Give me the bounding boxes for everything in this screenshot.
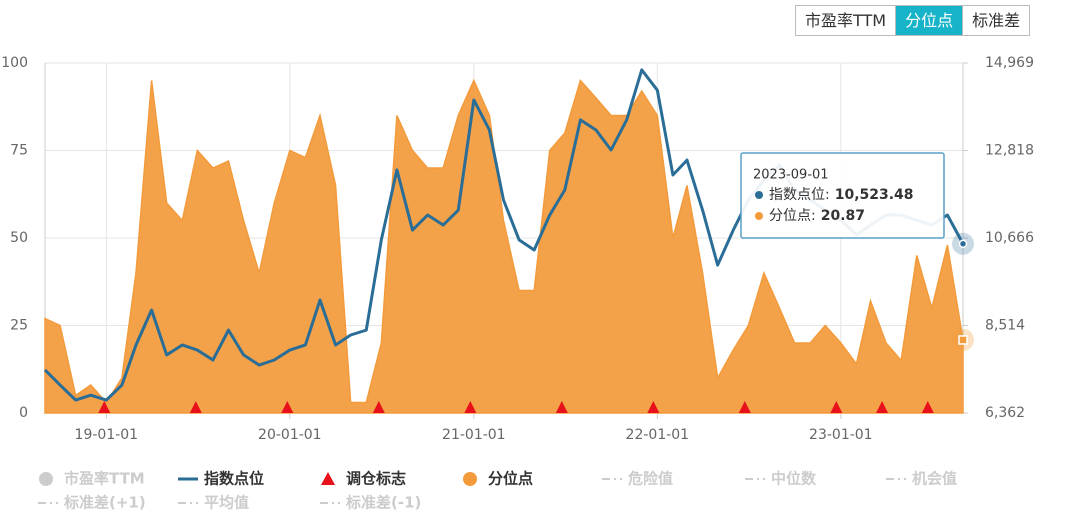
tooltip-date: 2023-09-01 xyxy=(753,168,829,183)
percentile-area xyxy=(44,78,964,414)
rebalance-marker xyxy=(281,401,294,413)
index-end-point xyxy=(958,239,968,249)
tooltip-bullet xyxy=(755,191,763,199)
tooltip-row: 指数点位: 10,523.48 xyxy=(769,187,914,203)
legend-item[interactable]: 指数点位 xyxy=(178,470,264,488)
view-button[interactable]: 标准差 xyxy=(962,6,1029,35)
x-tick-label: 22-01-01 xyxy=(626,427,690,443)
legend-label: 危险值 xyxy=(628,470,673,488)
x-tick-label: 20-01-01 xyxy=(258,427,322,443)
y-tick-label: 25 xyxy=(10,318,28,334)
legend-item[interactable]: 分位点 xyxy=(463,470,533,488)
legend-item[interactable]: 机会值 xyxy=(886,470,957,488)
legend-item[interactable]: 平均值 xyxy=(178,494,249,512)
view-button[interactable]: 分位点 xyxy=(895,6,963,35)
y2-tick-label: 12,818 xyxy=(985,142,1034,158)
rebalance-marker xyxy=(738,401,751,413)
tooltip-value: 10,523.48 xyxy=(835,187,914,203)
legend-label: 中位数 xyxy=(771,470,817,488)
rebalance-marker xyxy=(372,401,385,413)
rebalance-marker xyxy=(876,401,889,413)
tooltip-label: 指数点位: xyxy=(769,187,830,203)
y-tick-label: 50 xyxy=(10,230,28,246)
tooltip-label: 分位点: xyxy=(769,208,816,224)
legend-item[interactable]: 中位数 xyxy=(745,470,817,488)
y-tick-label: 100 xyxy=(1,55,28,71)
y-tick-label: 75 xyxy=(10,143,28,159)
percentile-end-point xyxy=(958,335,968,345)
tooltip-row: 分位点: 20.87 xyxy=(769,208,865,224)
x-tick-label: 23-01-01 xyxy=(809,427,873,443)
legend-label: 平均值 xyxy=(204,494,249,512)
legend-label: 机会值 xyxy=(912,470,957,488)
tooltip-value: 20.87 xyxy=(821,208,865,224)
y2-tick-label: 14,969 xyxy=(985,55,1034,71)
rebalance-marker xyxy=(98,401,111,413)
rebalance-marker xyxy=(647,401,660,413)
view-button[interactable]: 市盈率TTM xyxy=(805,11,887,30)
legend-item[interactable]: 调仓标志 xyxy=(321,470,406,488)
view-switch: 市盈率TTM 分位点 标准差 xyxy=(795,5,1031,36)
y2-tick-label: 8,514 xyxy=(985,317,1025,333)
legend-label: 指数点位 xyxy=(204,470,264,488)
legend-label: 调仓标志 xyxy=(346,470,406,488)
y2-tick-label: 6,362 xyxy=(985,405,1025,421)
legend-symbol xyxy=(463,472,477,486)
tooltip-bullet xyxy=(755,212,763,220)
tooltip-box xyxy=(740,152,945,239)
legend-label: 标准差(+1) xyxy=(63,494,146,512)
x-tick-label: 19-01-01 xyxy=(75,427,139,443)
legend-item[interactable]: 标准差(-1) xyxy=(320,494,421,512)
tooltip: 2023-09-01 指数点位: 10,523.48 分位点: 20.87 xyxy=(740,152,945,239)
legend-label: 市盈率TTM xyxy=(64,470,145,488)
legend-item[interactable]: 标准差(+1) xyxy=(38,494,146,512)
rebalance-marker xyxy=(189,401,202,413)
legend-item[interactable]: 危险值 xyxy=(602,470,673,488)
legend-item[interactable]: 市盈率TTM xyxy=(39,470,145,488)
y-tick-label: 0 xyxy=(19,405,28,421)
legend-label: 标准差(-1) xyxy=(345,494,421,512)
y2-tick-label: 10,666 xyxy=(985,230,1034,246)
rebalance-marker xyxy=(830,401,843,413)
legend-symbol xyxy=(321,472,335,485)
legend-symbol xyxy=(39,472,53,486)
x-tick-label: 21-01-01 xyxy=(442,427,506,443)
rebalance-marker xyxy=(921,401,934,413)
rebalance-marker xyxy=(555,401,568,413)
legend-label: 分位点 xyxy=(488,470,533,488)
rebalance-marker xyxy=(464,401,477,413)
